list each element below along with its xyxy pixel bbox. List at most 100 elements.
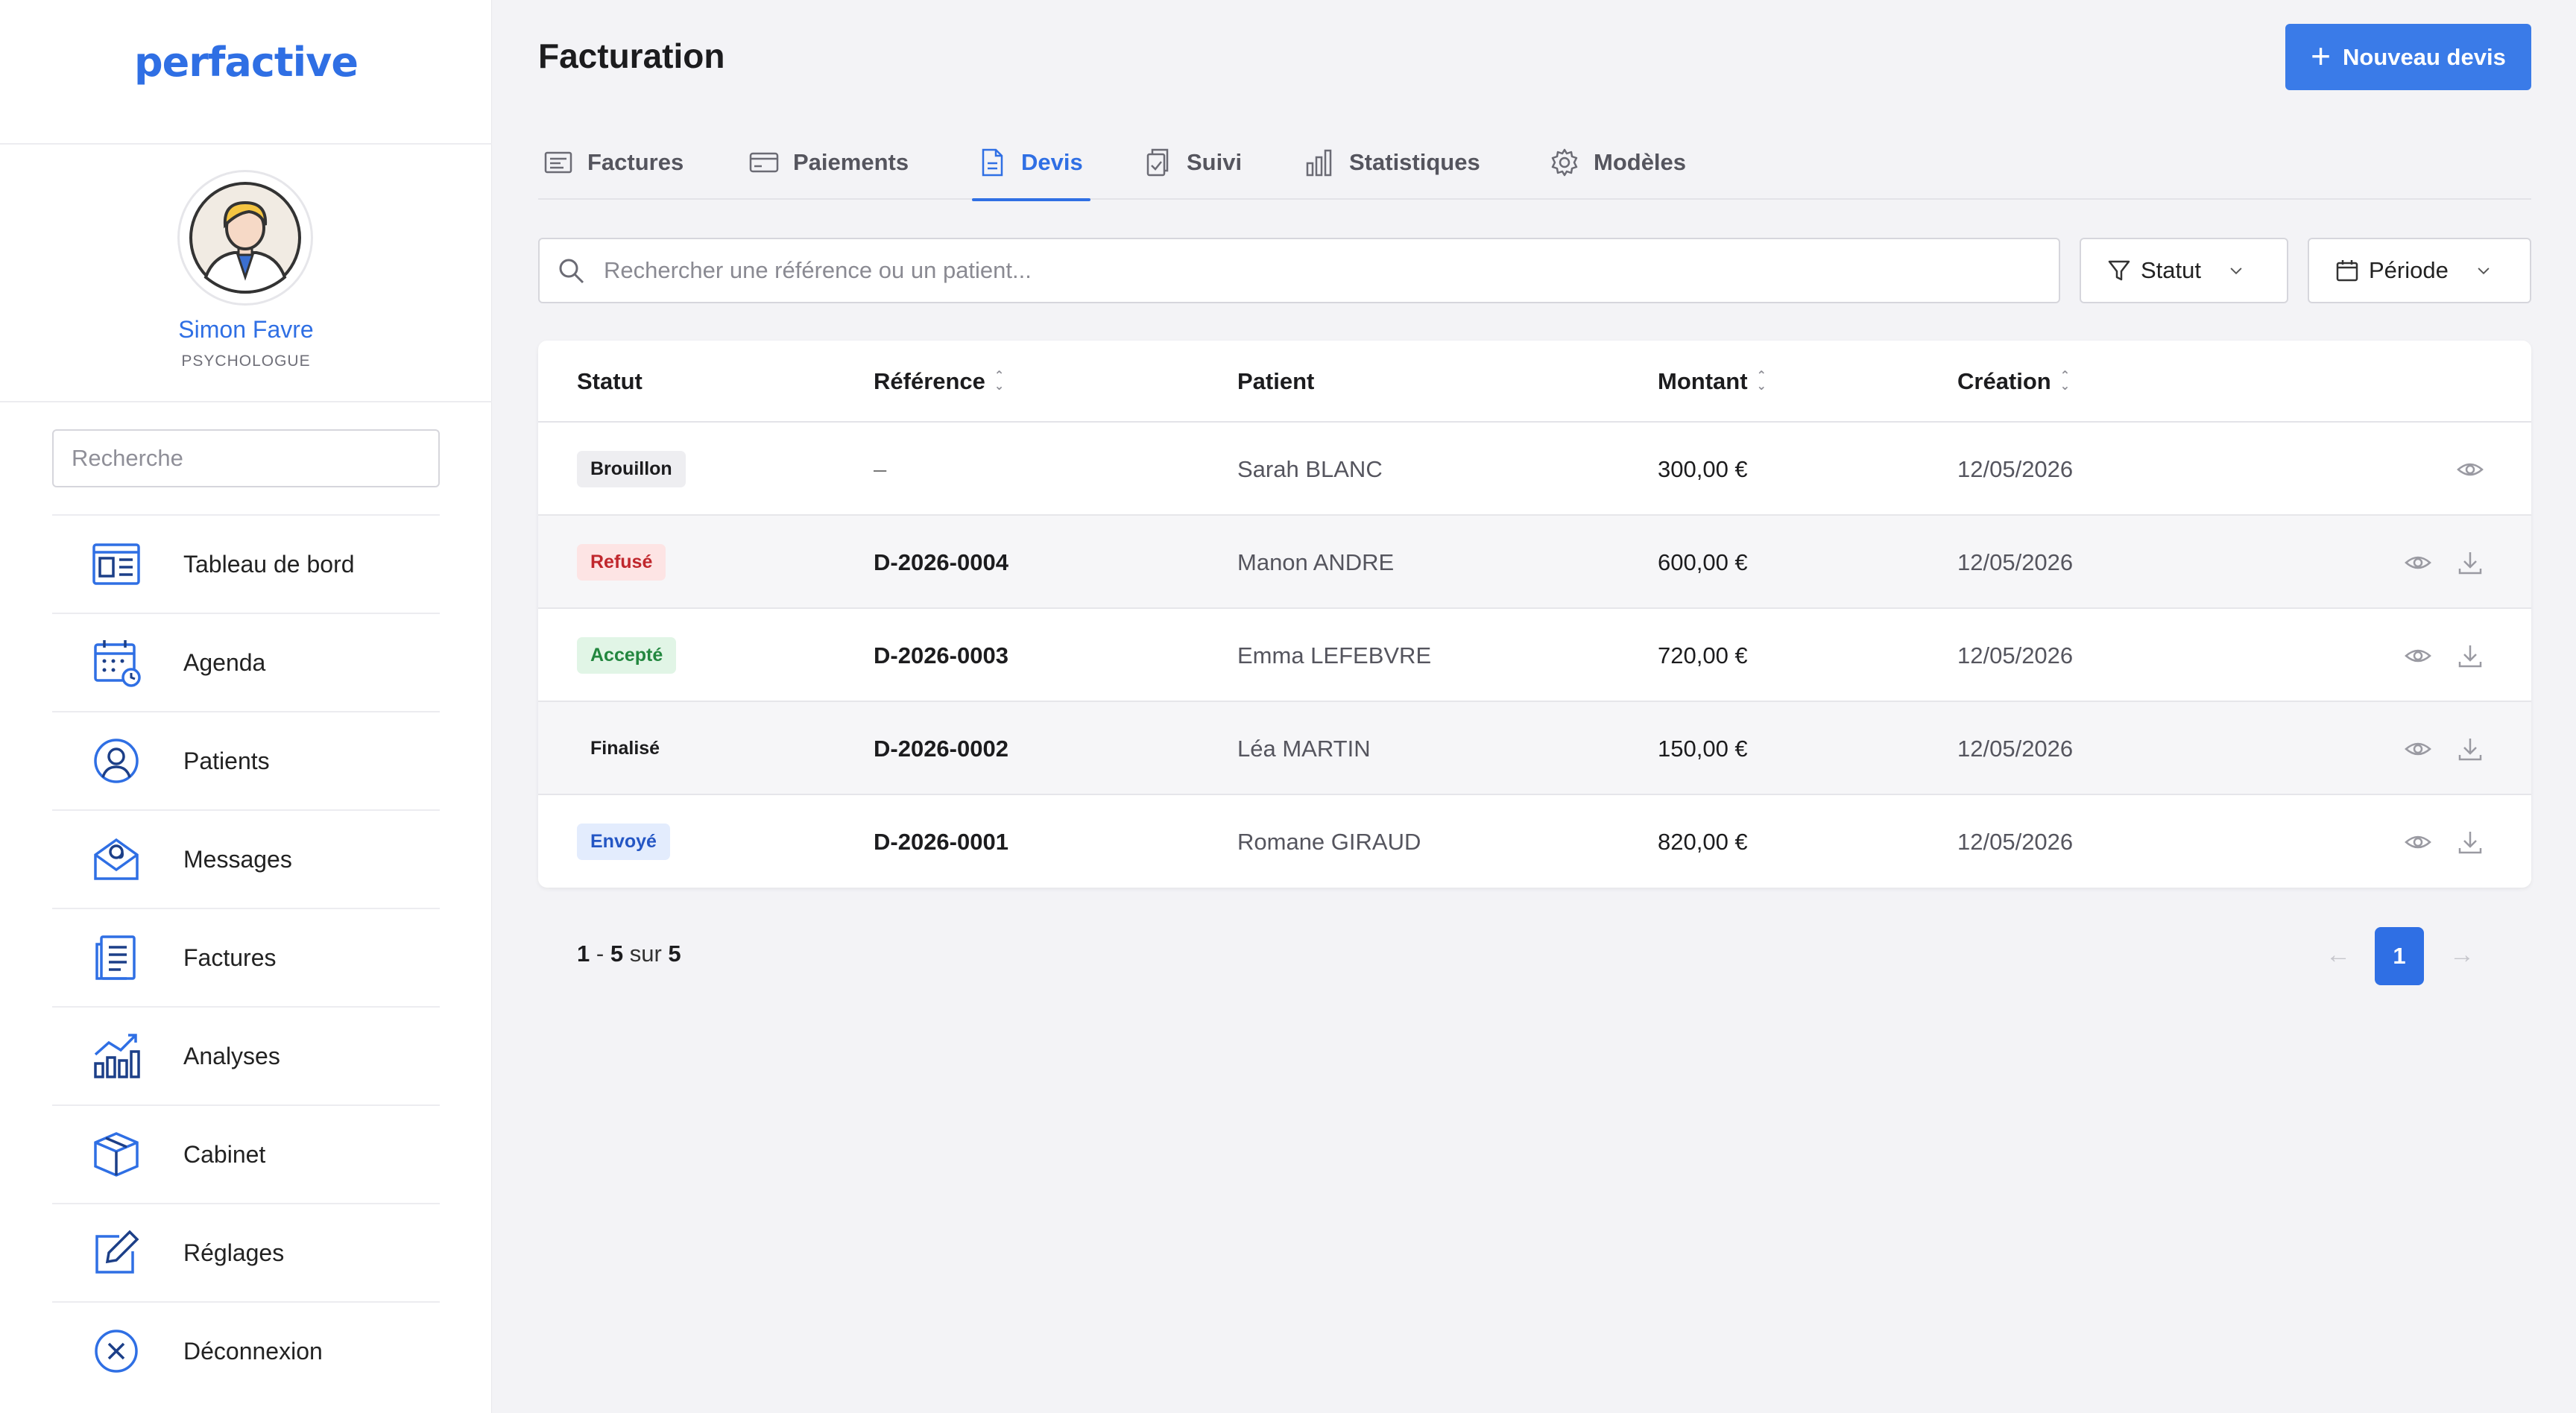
table-row[interactable]: Refusé D-2026-0004 Manon ANDRE 600,00 € …: [538, 516, 2531, 609]
tab-paiements[interactable]: Paiements: [748, 125, 909, 200]
sidebar-item-label: Tableau de bord: [183, 550, 355, 578]
date-cell: 12/05/2026: [1957, 642, 2074, 668]
avatar[interactable]: [177, 170, 313, 306]
view-icon[interactable]: [2455, 455, 2485, 484]
amount-cell: 720,00 €: [1658, 642, 1748, 668]
sidebar-item-cabinet[interactable]: Cabinet: [52, 1104, 440, 1203]
pagination-separator: -: [596, 941, 604, 967]
reference-cell: D-2026-0001: [874, 828, 1008, 855]
view-icon[interactable]: [2403, 548, 2433, 578]
search-input[interactable]: [604, 239, 2042, 302]
edit-icon: [95, 1230, 139, 1274]
status-badge: Finalisé: [590, 738, 660, 759]
dashboard-icon: [92, 543, 140, 585]
amount-cell: 300,00 €: [1658, 455, 1748, 482]
sidebar-item-label: Patients: [183, 747, 270, 774]
table-row[interactable]: Accepté D-2026-0003 Emma LEFEBVRE 720,00…: [538, 609, 2531, 702]
user-role: PSYCHOLOGUE: [181, 353, 311, 370]
amount-cell: 820,00 €: [1658, 828, 1748, 855]
next-page-arrow-icon[interactable]: →: [2449, 941, 2475, 969]
pagination-from: 1: [577, 941, 590, 967]
sidebar-item-agenda[interactable]: Agenda: [52, 613, 440, 711]
tab-label: Statistiques: [1349, 149, 1480, 175]
chart-icon: [94, 1034, 140, 1078]
table-row[interactable]: Brouillon – Sarah BLANC 300,00 € 12/05/2…: [538, 423, 2531, 516]
chevron-down-icon: [2478, 268, 2490, 275]
download-icon[interactable]: [2455, 734, 2485, 764]
download-icon[interactable]: [2455, 548, 2485, 578]
invoice-list-icon: [544, 151, 572, 174]
sidebar-item-label: Déconnexion: [183, 1337, 323, 1365]
credit-card-icon: [749, 152, 779, 173]
tab-label: Devis: [1021, 149, 1083, 175]
table-row[interactable]: Finalisé D-2026-0002 Léa MARTIN 150,00 €…: [538, 702, 2531, 795]
date-cell: 12/05/2026: [1957, 828, 2074, 855]
column-header-reference[interactable]: Référence ⌃ ⌄: [874, 341, 1004, 423]
tab-devis[interactable]: Devis: [972, 125, 1090, 201]
reference-cell: D-2026-0002: [874, 735, 1008, 762]
new-quote-label: Nouveau devis: [2343, 43, 2506, 70]
new-quote-button[interactable]: + Nouveau devis: [2285, 24, 2531, 90]
tab-modeles[interactable]: Modèles: [1549, 125, 1686, 200]
column-header-amount[interactable]: Montant ⌃ ⌄: [1658, 341, 1767, 423]
search-bar: [538, 238, 2060, 303]
sidebar-search-input[interactable]: [52, 429, 440, 487]
page-title: Facturation: [538, 37, 725, 75]
tab-label: Modèles: [1594, 149, 1687, 175]
tab-statistiques[interactable]: Statistiques: [1304, 125, 1480, 200]
sort-icon[interactable]: ⌃ ⌄: [1756, 370, 1767, 393]
period-filter-dropdown[interactable]: Période: [2308, 238, 2531, 303]
sidebar-item-factures[interactable]: Factures: [52, 908, 440, 1006]
amount-cell: 600,00 €: [1658, 549, 1748, 575]
reference-cell: D-2026-0003: [874, 642, 1008, 668]
avatar-image: [189, 182, 301, 294]
sidebar-item-label: Agenda: [183, 648, 266, 676]
sidebar-item-patients[interactable]: Patients: [52, 711, 440, 809]
sidebar-item-label: Analyses: [183, 1042, 280, 1069]
patient-cell: Emma LEFEBVRE: [1237, 642, 1432, 668]
user-name: Simon Favre: [178, 316, 314, 343]
table-row[interactable]: Envoyé D-2026-0001 Romane GIRAUD 820,00 …: [538, 795, 2531, 888]
sidebar-item-messages[interactable]: Messages: [52, 809, 440, 908]
column-header-created[interactable]: Création ⌃ ⌄: [1957, 341, 2070, 423]
previous-page-arrow-icon[interactable]: ←: [2326, 941, 2351, 969]
reference-cell: –: [874, 455, 887, 482]
gear-icon: [1551, 148, 1578, 177]
app-logo[interactable]: perfactive: [134, 39, 359, 86]
patient-cell: Romane GIRAUD: [1237, 828, 1421, 855]
status-filter-dropdown[interactable]: Statut: [2080, 238, 2288, 303]
column-label: Création: [1957, 368, 2051, 394]
sidebar-item-label: Réglages: [183, 1239, 285, 1266]
download-icon[interactable]: [2455, 827, 2485, 857]
sidebar: perfactive Simon Favre PSYCHOLOGUE: [0, 0, 492, 1413]
status-badge: Brouillon: [577, 451, 686, 487]
sidebar-item-label: Messages: [183, 845, 292, 873]
tab-suivi[interactable]: Suivi: [1142, 125, 1242, 200]
sort-icon[interactable]: ⌃ ⌄: [994, 370, 1005, 393]
view-icon[interactable]: [2403, 827, 2433, 857]
bar-chart-icon: [1306, 149, 1332, 177]
date-cell: 12/05/2026: [1957, 549, 2074, 575]
sidebar-item-logout[interactable]: Déconnexion: [52, 1301, 440, 1400]
date-cell: 12/05/2026: [1957, 735, 2074, 762]
quotes-table: Statut Référence ⌃ ⌄ Patient Montant ⌃ ⌄ C…: [538, 341, 2531, 888]
download-icon[interactable]: [2455, 641, 2485, 671]
period-filter-label: Période: [2369, 257, 2449, 283]
box-icon: [94, 1132, 139, 1177]
sort-icon[interactable]: ⌃ ⌄: [2059, 370, 2071, 393]
view-icon[interactable]: [2403, 641, 2433, 671]
calendar-icon: [94, 640, 141, 687]
date-cell: 12/05/2026: [1957, 455, 2074, 482]
pagination-to: 5: [610, 941, 624, 967]
patient-cell: Sarah BLANC: [1237, 455, 1383, 482]
sidebar-item-label: Cabinet: [183, 1140, 266, 1168]
sidebar-item-analyses[interactable]: Analyses: [52, 1006, 440, 1104]
sidebar-item-settings[interactable]: Réglages: [52, 1203, 440, 1301]
pagination-total: 5: [668, 941, 681, 967]
view-icon[interactable]: [2403, 734, 2433, 764]
sidebar-item-dashboard[interactable]: Tableau de bord: [52, 514, 440, 613]
mail-icon: [94, 838, 139, 880]
tab-factures[interactable]: Factures: [543, 125, 684, 200]
column-label: Montant: [1658, 368, 1748, 394]
page-button-current[interactable]: 1: [2375, 927, 2424, 985]
